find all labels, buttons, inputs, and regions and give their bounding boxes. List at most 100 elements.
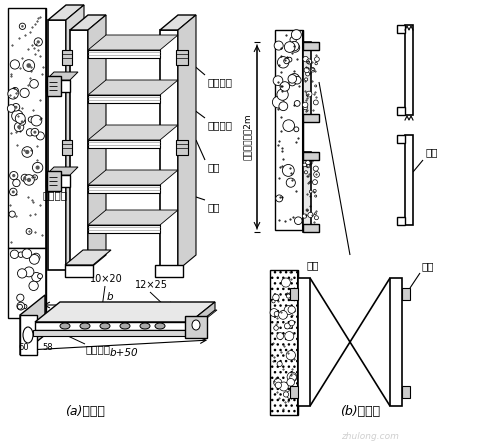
Text: b+50: b+50 — [109, 348, 139, 358]
Polygon shape — [178, 15, 196, 270]
Circle shape — [289, 41, 299, 51]
Circle shape — [7, 105, 15, 112]
Text: b: b — [106, 292, 113, 302]
Bar — [397, 135, 405, 143]
Bar — [88, 185, 160, 193]
Circle shape — [282, 164, 294, 176]
Circle shape — [9, 211, 15, 217]
Circle shape — [29, 281, 38, 290]
Circle shape — [35, 166, 40, 170]
Circle shape — [23, 59, 35, 71]
Circle shape — [27, 63, 31, 68]
Circle shape — [308, 212, 313, 218]
Circle shape — [303, 56, 308, 62]
Bar — [65, 265, 93, 277]
Bar — [303, 152, 311, 232]
Circle shape — [291, 30, 301, 40]
Circle shape — [36, 132, 44, 140]
Circle shape — [284, 323, 290, 329]
Circle shape — [313, 190, 316, 192]
Circle shape — [24, 267, 34, 277]
Circle shape — [314, 100, 318, 105]
Circle shape — [24, 174, 35, 185]
Polygon shape — [190, 302, 215, 330]
Circle shape — [14, 122, 24, 132]
Circle shape — [34, 176, 36, 178]
Text: 扁钗托臂: 扁钗托臂 — [85, 344, 110, 354]
Bar — [46, 175, 70, 187]
Circle shape — [20, 88, 29, 98]
Circle shape — [22, 249, 32, 258]
Circle shape — [285, 332, 294, 341]
Text: 槽钗: 槽钗 — [307, 260, 319, 270]
Circle shape — [17, 294, 24, 301]
Polygon shape — [70, 15, 106, 30]
Circle shape — [290, 374, 296, 381]
Bar — [62, 50, 72, 65]
Text: 槽钗: 槽钗 — [422, 261, 434, 271]
Bar — [303, 50, 319, 114]
Bar — [88, 95, 160, 103]
Circle shape — [17, 302, 25, 310]
Circle shape — [12, 174, 15, 177]
Circle shape — [19, 23, 26, 29]
Circle shape — [315, 85, 317, 87]
Circle shape — [277, 361, 282, 367]
Circle shape — [17, 269, 27, 278]
Bar — [397, 107, 405, 115]
Polygon shape — [88, 35, 178, 50]
Circle shape — [34, 38, 42, 46]
Circle shape — [279, 382, 288, 391]
Text: 连接螺栓: 连接螺栓 — [207, 120, 232, 130]
Circle shape — [289, 74, 300, 84]
Circle shape — [284, 58, 289, 64]
Circle shape — [286, 391, 294, 399]
Bar — [303, 224, 319, 232]
Circle shape — [289, 79, 296, 86]
Circle shape — [315, 195, 317, 197]
Circle shape — [294, 100, 300, 106]
Polygon shape — [33, 310, 217, 330]
Polygon shape — [46, 72, 78, 80]
Circle shape — [288, 75, 297, 83]
Circle shape — [30, 79, 38, 88]
Circle shape — [303, 102, 308, 107]
Polygon shape — [160, 15, 196, 30]
Text: 12×25: 12×25 — [135, 280, 168, 290]
Circle shape — [277, 89, 288, 100]
Circle shape — [18, 252, 24, 258]
Circle shape — [307, 61, 310, 63]
Text: 60: 60 — [18, 343, 29, 352]
Circle shape — [270, 309, 278, 317]
Circle shape — [313, 166, 318, 171]
Circle shape — [34, 131, 36, 134]
Ellipse shape — [100, 323, 110, 329]
Circle shape — [306, 164, 310, 168]
Ellipse shape — [23, 327, 33, 343]
Circle shape — [315, 57, 319, 62]
Text: 膚胀螺栓: 膚胀螺栓 — [42, 190, 68, 200]
Circle shape — [274, 379, 282, 387]
Polygon shape — [88, 125, 178, 140]
Circle shape — [312, 68, 314, 71]
Circle shape — [303, 163, 307, 167]
Ellipse shape — [80, 323, 90, 329]
Circle shape — [12, 190, 15, 194]
Circle shape — [275, 382, 282, 388]
Circle shape — [25, 150, 30, 154]
Circle shape — [290, 36, 296, 43]
Circle shape — [277, 333, 283, 340]
Circle shape — [9, 188, 17, 196]
Circle shape — [21, 174, 29, 182]
Text: 槽钗: 槽钗 — [425, 147, 437, 157]
Circle shape — [309, 190, 312, 193]
Circle shape — [294, 217, 302, 225]
Circle shape — [276, 195, 282, 202]
Ellipse shape — [120, 323, 130, 329]
Polygon shape — [88, 170, 178, 185]
Circle shape — [307, 59, 312, 64]
Circle shape — [290, 43, 300, 52]
Circle shape — [274, 41, 283, 50]
Text: 托臂: 托臂 — [207, 202, 219, 212]
Polygon shape — [88, 80, 178, 95]
